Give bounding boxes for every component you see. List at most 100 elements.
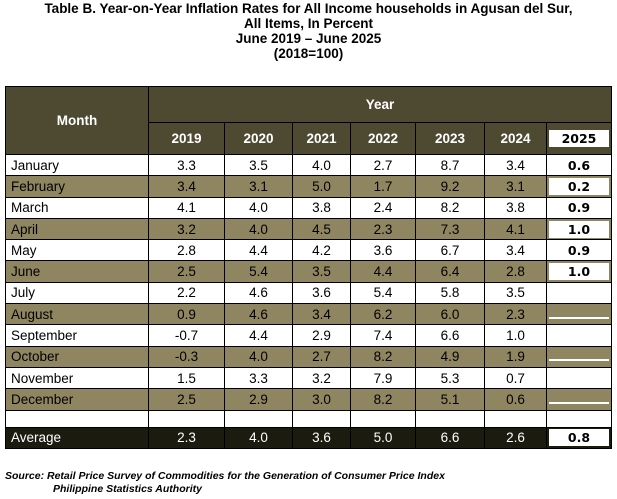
value-cell: 4.0 — [224, 217, 293, 241]
value-cell: 6.4 — [415, 260, 485, 283]
value-cell: 4.9 — [415, 345, 485, 368]
value-cell: 0.7 — [484, 366, 547, 390]
empty-cell — [546, 409, 612, 428]
value-cell: 3.2 — [148, 217, 225, 241]
year-header-2019: 2019 — [148, 122, 225, 155]
value-cell: 0.9 — [546, 239, 612, 262]
value-2025: 0.6 — [549, 156, 609, 174]
value-cell: 5.3 — [415, 366, 485, 390]
value-cell — [546, 366, 612, 390]
value-cell: 6.0 — [415, 303, 485, 326]
value-cell: 5.8 — [415, 281, 485, 305]
value-cell: 3.6 — [350, 239, 416, 262]
value-cell: 3.6 — [292, 281, 351, 305]
table-row: April 3.2 4.0 4.5 2.3 7.3 4.1 1.0 — [5, 217, 612, 241]
empty-cell — [5, 409, 149, 428]
table-row: May 2.8 4.4 4.2 3.6 6.7 3.4 0.9 — [5, 239, 612, 262]
table-row: June 2.5 5.4 3.5 4.4 6.4 2.8 1.0 — [5, 260, 612, 283]
value-cell: 3.8 — [292, 196, 351, 219]
value-2025 — [549, 295, 609, 298]
value-cell: 4.2 — [292, 239, 351, 262]
value-cell: 0.9 — [546, 196, 612, 219]
value-cell: 6.6 — [415, 426, 485, 449]
value-2025 — [549, 359, 609, 362]
value-cell: 6.6 — [415, 324, 485, 347]
table-row: February 3.4 3.1 5.0 1.7 9.2 3.1 0.2 — [5, 175, 612, 198]
year-header-2025-label: 2025 — [549, 130, 609, 147]
source-note: Source: Retail Price Survey of Commoditi… — [5, 470, 445, 496]
value-cell: 2.7 — [350, 153, 416, 177]
year-header-2025: 2025 — [546, 122, 612, 155]
value-2025: 1.0 — [549, 263, 609, 281]
month-cell: December — [5, 388, 149, 411]
value-cell: 2.4 — [350, 196, 416, 219]
empty-cell — [224, 409, 293, 428]
empty-cell — [350, 409, 416, 428]
value-cell: 5.0 — [292, 175, 351, 198]
month-cell: May — [5, 239, 149, 262]
month-cell: October — [5, 345, 149, 368]
value-2025: 1.0 — [549, 220, 609, 238]
value-cell: 4.0 — [292, 153, 351, 177]
month-cell: February — [5, 175, 149, 198]
value-cell: 7.4 — [350, 324, 416, 347]
value-cell: 4.5 — [292, 217, 351, 241]
value-cell: 8.2 — [350, 345, 416, 368]
value-cell: 2.8 — [484, 260, 547, 283]
value-2025: 0.2 — [549, 177, 609, 195]
value-cell — [546, 281, 612, 305]
value-cell: 2.3 — [148, 426, 225, 449]
value-cell: 6.2 — [350, 303, 416, 326]
month-header: Month — [5, 86, 149, 155]
month-cell: April — [5, 217, 149, 241]
value-cell: 3.3 — [224, 366, 293, 390]
month-cell: January — [5, 153, 149, 177]
value-cell: 4.4 — [224, 324, 293, 347]
table-row: December 2.5 2.9 3.0 8.2 5.1 0.6 — [5, 388, 612, 411]
value-cell: 3.4 — [484, 239, 547, 262]
value-cell: 8.2 — [415, 196, 485, 219]
value-2025: 0.9 — [549, 241, 609, 259]
average-label: Average — [5, 426, 149, 449]
value-cell: 0.8 — [546, 426, 612, 449]
value-cell: 4.0 — [224, 345, 293, 368]
year-header-2021: 2021 — [292, 122, 351, 155]
source-line-1: Source: Retail Price Survey of Commoditi… — [5, 470, 445, 482]
value-cell: 3.2 — [292, 366, 351, 390]
month-cell: March — [5, 196, 149, 219]
value-cell: 0.9 — [148, 303, 225, 326]
value-2025 — [549, 338, 609, 341]
value-cell: 2.9 — [224, 388, 293, 411]
month-cell: November — [5, 366, 149, 390]
value-2025: 0.8 — [549, 429, 609, 447]
value-2025 — [549, 316, 609, 319]
value-cell — [546, 345, 612, 368]
value-cell: 0.6 — [546, 153, 612, 177]
value-cell: 1.0 — [546, 260, 612, 283]
value-cell: 4.6 — [224, 303, 293, 326]
empty-cell — [415, 409, 485, 428]
table-row: September -0.7 4.4 2.9 7.4 6.6 1.0 — [5, 324, 612, 347]
value-cell — [546, 388, 612, 411]
table-row: March 4.1 4.0 3.8 2.4 8.2 3.8 0.9 — [5, 196, 612, 219]
title-line-4: (2018=100) — [273, 46, 344, 61]
value-cell: 1.9 — [484, 345, 547, 368]
month-cell: July — [5, 281, 149, 305]
value-cell: 3.4 — [484, 153, 547, 177]
month-cell: September — [5, 324, 149, 347]
value-cell: 7.9 — [350, 366, 416, 390]
table-row: August 0.9 4.6 3.4 6.2 6.0 2.3 — [5, 303, 612, 326]
value-cell: 4.4 — [224, 239, 293, 262]
value-2025 — [549, 401, 609, 404]
value-cell: 2.5 — [148, 260, 225, 283]
table-body: January 3.3 3.5 4.0 2.7 8.7 3.4 0.6 February 3.4 3… — [5, 153, 612, 449]
value-cell: 5.0 — [350, 426, 416, 449]
value-cell: 0.2 — [546, 175, 612, 198]
value-2025: 0.9 — [549, 199, 609, 217]
value-cell: 2.9 — [292, 324, 351, 347]
value-cell: 8.7 — [415, 153, 485, 177]
value-cell: 8.2 — [350, 388, 416, 411]
value-cell: 0.6 — [484, 388, 547, 411]
value-cell: 3.8 — [484, 196, 547, 219]
value-cell: 3.3 — [148, 153, 225, 177]
